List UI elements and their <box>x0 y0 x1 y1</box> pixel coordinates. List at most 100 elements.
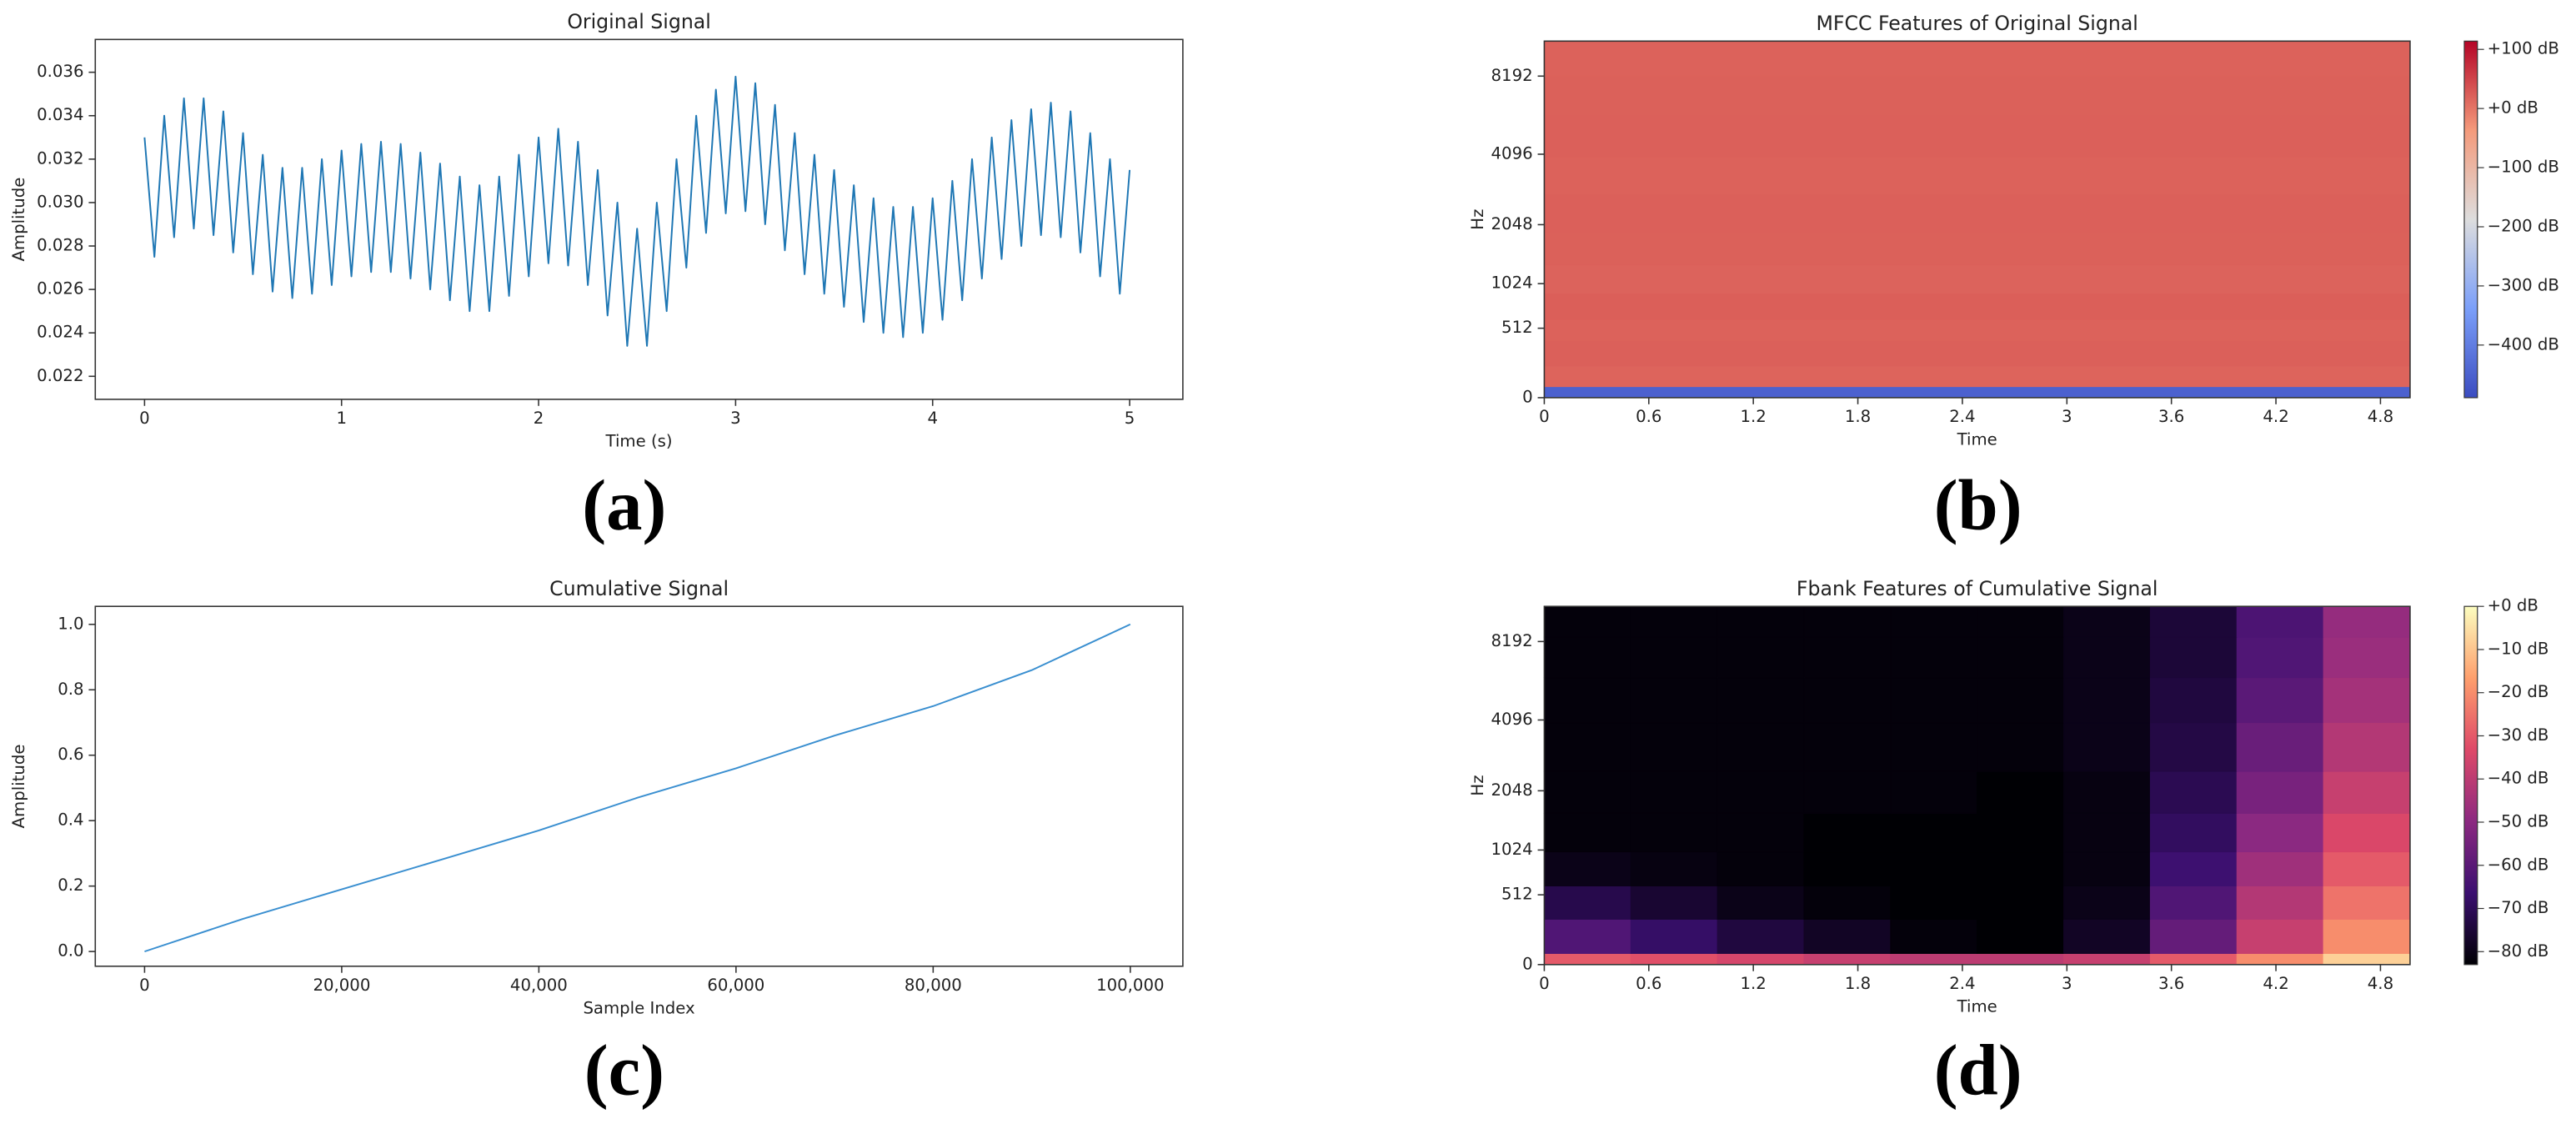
x-tick-label: 3.6 <box>2158 407 2184 426</box>
heat-cell <box>1803 677 1892 724</box>
chart-title: Original Signal <box>567 10 711 33</box>
x-tick-label: 1.2 <box>1741 407 1767 426</box>
x-axis-label: Time (s) <box>605 432 673 451</box>
heat-cell <box>2236 605 2324 638</box>
y-tick-label: 0.4 <box>58 810 83 830</box>
heat-cell <box>1716 636 1805 679</box>
heat-cell <box>1543 231 2411 266</box>
x-axis-label: Sample Index <box>583 999 694 1018</box>
y-tick-label: 0.0 <box>58 941 83 961</box>
heat-cell <box>1716 885 1805 920</box>
y-tick-label: 1024 <box>1491 840 1533 859</box>
panel-caption: (b) <box>1934 465 2022 545</box>
heat-cell <box>2063 885 2151 920</box>
heat-cell <box>1630 812 1718 853</box>
x-tick-label: 0 <box>139 976 150 995</box>
colorbar-label: −50 dB <box>2488 812 2549 831</box>
heat-cell <box>1890 636 1978 679</box>
heat-cell <box>1543 885 1631 920</box>
x-tick-label: 60,000 <box>707 976 764 995</box>
x-tick-label: 1.2 <box>1741 974 1767 993</box>
heat-cell <box>2063 722 2151 772</box>
heat-cell <box>1890 677 1978 724</box>
signal-line <box>143 75 1131 347</box>
colorbar-label: +0 dB <box>2488 596 2538 615</box>
y-axis-label: Hz <box>1468 775 1487 795</box>
heat-cell <box>1630 677 1718 724</box>
heat-cell <box>1543 40 2411 77</box>
chart-title: MFCC Features of Original Signal <box>1817 12 2138 35</box>
heat-cell <box>1716 722 1805 772</box>
y-tick-label: 0.022 <box>37 366 83 385</box>
colorbar-label: −80 dB <box>2488 941 2549 961</box>
heat-cell <box>1543 293 2411 320</box>
heat-cell <box>1543 851 1631 886</box>
heat-cell <box>2063 677 2151 724</box>
plot-frame <box>94 38 1184 400</box>
y-tick-label: 0.024 <box>37 323 83 342</box>
x-tick-label: 3.6 <box>2158 974 2184 993</box>
heat-cell <box>1543 156 2411 195</box>
chart-title: Fbank Features of Cumulative Signal <box>1797 577 2158 600</box>
heat-cell <box>1630 885 1718 920</box>
heat-cell <box>1890 851 1978 886</box>
heat-cell <box>1890 722 1978 772</box>
heat-cell <box>1977 605 2065 638</box>
y-tick-label: 0 <box>1522 387 1533 406</box>
x-tick-label: 2.4 <box>1949 407 1975 426</box>
heat-cell <box>2149 952 2238 966</box>
x-tick-label: 4.8 <box>2368 407 2393 426</box>
heat-cell <box>2323 918 2411 954</box>
colorbar-label: −30 dB <box>2488 725 2549 745</box>
heat-cell <box>1716 677 1805 724</box>
x-tick-label: 1.8 <box>1845 407 1871 426</box>
x-tick-label: 2.4 <box>1949 974 1975 993</box>
plot-frame <box>94 605 1184 967</box>
y-tick-label: 0.032 <box>37 148 83 168</box>
heat-cell <box>1977 677 2065 724</box>
heat-cell <box>1803 722 1892 772</box>
heat-cell <box>2236 677 2324 724</box>
heat-cell <box>2063 812 2151 853</box>
heat-cell <box>1543 812 1631 853</box>
heat-cell <box>1543 770 1631 814</box>
heat-cell <box>1803 636 1892 679</box>
heat-cell <box>1630 636 1718 679</box>
heat-cell <box>1630 722 1718 772</box>
y-tick-label: 512 <box>1501 318 1533 337</box>
colorbar-label: −20 dB <box>2488 682 2549 701</box>
x-tick-label: 100,000 <box>1096 976 1164 995</box>
colorbar-label: −400 dB <box>2488 334 2559 354</box>
y-tick-label: 1024 <box>1491 273 1533 293</box>
x-tick-label: 0.6 <box>1636 407 1661 426</box>
heat-cell <box>1716 770 1805 814</box>
heat-cell <box>1977 851 2065 886</box>
y-tick-label: 1.0 <box>58 614 83 633</box>
x-tick-label: 1.8 <box>1845 974 1871 993</box>
heat-cell <box>2323 952 2411 966</box>
colorbar <box>2463 40 2478 399</box>
panel-caption: (a) <box>582 465 666 545</box>
heat-cell <box>1630 952 1718 966</box>
heat-cell <box>1543 339 2411 367</box>
heat-cell <box>1543 193 2411 233</box>
y-tick-label: 0.026 <box>37 279 83 299</box>
heat-cell <box>1977 812 2065 853</box>
heat-cell <box>1890 605 1978 638</box>
heat-cell <box>1890 952 1978 966</box>
heat-cell <box>1716 812 1805 853</box>
colorbar-label: −200 dB <box>2488 216 2559 235</box>
heat-cell <box>1803 812 1892 853</box>
chart-title: Cumulative Signal <box>549 577 729 600</box>
heat-cell <box>2323 605 2411 638</box>
y-tick-label: 0.8 <box>58 680 83 699</box>
heat-cell <box>2323 851 2411 886</box>
y-axis-label: Amplitude <box>9 745 28 829</box>
heat-cell <box>2236 952 2324 966</box>
heat-cell <box>1630 770 1718 814</box>
x-axis-label: Time <box>1957 430 1997 449</box>
heat-cell <box>1630 851 1718 886</box>
heat-cell <box>1890 918 1978 954</box>
y-tick-label: 8192 <box>1491 631 1533 650</box>
heat-cell <box>1543 677 1631 724</box>
